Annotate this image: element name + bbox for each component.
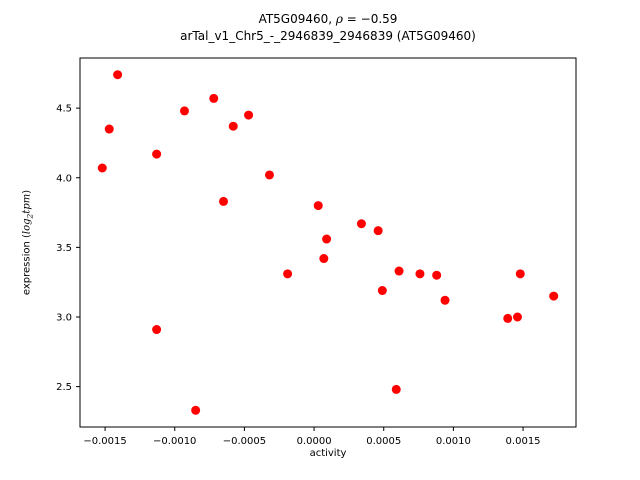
data-point xyxy=(191,405,201,415)
data-point xyxy=(113,70,123,80)
data-point xyxy=(503,313,513,323)
x-tick-label: −0.0010 xyxy=(153,436,196,447)
axes-frame xyxy=(79,57,577,428)
data-point xyxy=(373,226,383,236)
data-point xyxy=(104,124,114,134)
data-point xyxy=(152,325,162,335)
data-point xyxy=(322,234,332,244)
data-point xyxy=(219,196,229,206)
data-point xyxy=(432,270,442,280)
x-tick-label: −0.0005 xyxy=(223,436,266,447)
data-point xyxy=(97,163,107,173)
x-tick-label: 0.0005 xyxy=(366,436,401,447)
y-label-math: log2tpm xyxy=(21,193,35,235)
data-point xyxy=(313,201,323,211)
y-label-sub: 2 xyxy=(25,213,35,219)
y-label-log: log xyxy=(21,218,33,235)
y-label-tpm: tpm xyxy=(21,193,33,214)
data-point xyxy=(244,110,254,120)
data-point xyxy=(415,269,425,279)
x-tick-label: −0.0015 xyxy=(83,436,126,447)
x-tick-label: 0.0015 xyxy=(506,436,541,447)
chart-title-suffix: = −0.59 xyxy=(342,12,398,26)
y-tick-label: 3.5 xyxy=(56,243,72,254)
chart-title-rho: ρ xyxy=(335,12,343,26)
x-tick-label: 0.0000 xyxy=(297,436,332,447)
chart-title-block: AT5G09460, ρ = −0.59 arTal_v1_Chr5_-_294… xyxy=(80,11,576,45)
data-point xyxy=(228,121,238,131)
y-label-prefix: expression ( xyxy=(21,234,33,296)
y-tick-label: 4.5 xyxy=(56,104,72,115)
x-axis-label: activity xyxy=(309,448,347,459)
chart-subtitle: arTal_v1_Chr5_-_2946839_2946839 (AT5G094… xyxy=(180,29,476,43)
data-point xyxy=(319,254,329,264)
y-tick-label: 2.5 xyxy=(56,382,72,393)
data-point xyxy=(356,219,366,229)
chart-title: AT5G09460, ρ = −0.59 xyxy=(80,11,576,28)
y-axis-label: expression (log2tpm) xyxy=(22,143,35,343)
data-point xyxy=(152,149,162,159)
data-point xyxy=(377,286,387,296)
data-point xyxy=(209,93,219,103)
data-point xyxy=(440,295,450,305)
data-point xyxy=(179,106,189,116)
data-point xyxy=(515,269,525,279)
data-point xyxy=(549,291,559,301)
data-point xyxy=(512,312,522,322)
data-point xyxy=(391,384,401,394)
chart-title-prefix: AT5G09460, xyxy=(258,12,336,26)
y-tick-label: 3.0 xyxy=(56,312,72,323)
y-tick-label: 4.0 xyxy=(56,173,72,184)
data-point xyxy=(394,266,404,276)
data-point xyxy=(283,269,293,279)
data-point xyxy=(264,170,274,180)
x-tick-label: 0.0010 xyxy=(436,436,471,447)
y-label-suffix: ) xyxy=(21,189,33,194)
